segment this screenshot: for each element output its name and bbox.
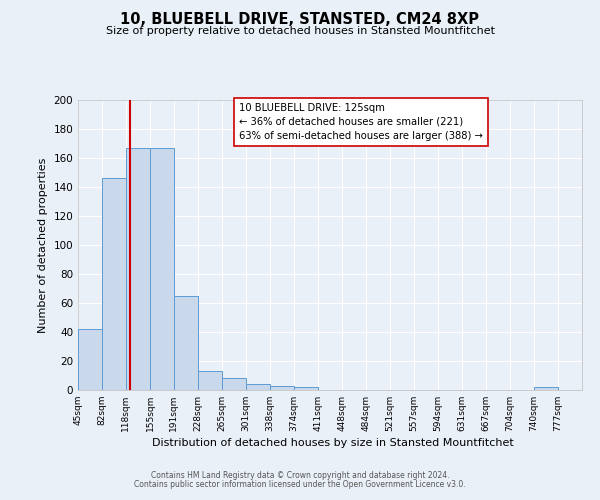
Bar	[246, 384, 270, 390]
Bar	[173, 296, 198, 390]
Text: Distribution of detached houses by size in Stansted Mountfitchet: Distribution of detached houses by size …	[152, 438, 514, 448]
Bar	[533, 387, 558, 390]
Bar	[222, 378, 246, 390]
Text: Contains public sector information licensed under the Open Government Licence v3: Contains public sector information licen…	[134, 480, 466, 489]
Bar	[270, 386, 293, 390]
Bar	[102, 178, 126, 390]
Bar	[126, 148, 150, 390]
Y-axis label: Number of detached properties: Number of detached properties	[38, 158, 48, 332]
Text: Size of property relative to detached houses in Stansted Mountfitchet: Size of property relative to detached ho…	[106, 26, 494, 36]
Bar	[78, 329, 102, 390]
Bar	[198, 371, 222, 390]
Text: 10 BLUEBELL DRIVE: 125sqm
← 36% of detached houses are smaller (221)
63% of semi: 10 BLUEBELL DRIVE: 125sqm ← 36% of detac…	[239, 103, 483, 141]
Text: Contains HM Land Registry data © Crown copyright and database right 2024.: Contains HM Land Registry data © Crown c…	[151, 471, 449, 480]
Text: 10, BLUEBELL DRIVE, STANSTED, CM24 8XP: 10, BLUEBELL DRIVE, STANSTED, CM24 8XP	[121, 12, 479, 28]
Bar	[150, 148, 173, 390]
Bar	[293, 387, 318, 390]
